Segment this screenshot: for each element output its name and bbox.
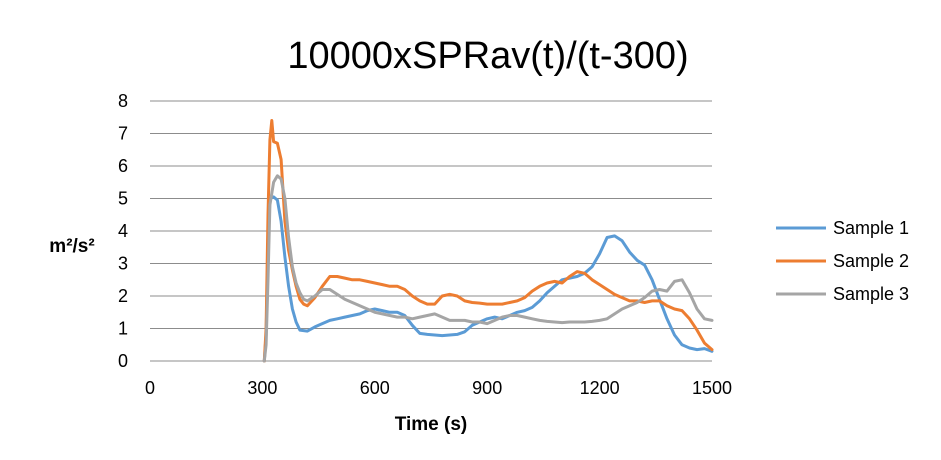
x-tick-label: 1500 — [692, 378, 732, 398]
y-tick-label: 5 — [118, 189, 128, 209]
gridlines — [150, 100, 712, 362]
y-tick-label: 3 — [118, 254, 128, 274]
legend-label-2: Sample 2 — [833, 251, 909, 271]
x-tick-label: 1200 — [580, 378, 620, 398]
legend: Sample 1 Sample 2 Sample 3 — [776, 218, 909, 304]
x-tick-label: 600 — [360, 378, 390, 398]
legend-label-1: Sample 1 — [833, 218, 909, 238]
series-line-3 — [262, 174, 714, 363]
y-tick-label: 0 — [118, 351, 128, 371]
x-tick-label: 0 — [145, 378, 155, 398]
y-tick-label: 2 — [118, 286, 128, 306]
x-tick-label: 900 — [472, 378, 502, 398]
legend-label-3: Sample 3 — [833, 284, 909, 304]
y-tick-label: 8 — [118, 91, 128, 111]
series-lines — [262, 119, 714, 363]
y-tick-label: 7 — [118, 124, 128, 144]
y-axis-title: m²/s² — [49, 236, 94, 257]
chart-title: 10000xSPRav(t)/(t-300) — [287, 35, 688, 77]
series-line-2 — [262, 119, 714, 363]
x-tick-label: 300 — [247, 378, 277, 398]
y-tick-label: 6 — [118, 156, 128, 176]
series-line-1 — [262, 195, 714, 363]
y-axis-ticks: 0 1 2 3 4 5 6 7 8 — [118, 91, 128, 371]
x-axis-ticks: 0 300 600 900 1200 1500 — [145, 378, 732, 398]
y-tick-label: 1 — [118, 319, 128, 339]
x-axis-title: Time (s) — [395, 414, 468, 435]
y-tick-label: 4 — [118, 221, 128, 241]
